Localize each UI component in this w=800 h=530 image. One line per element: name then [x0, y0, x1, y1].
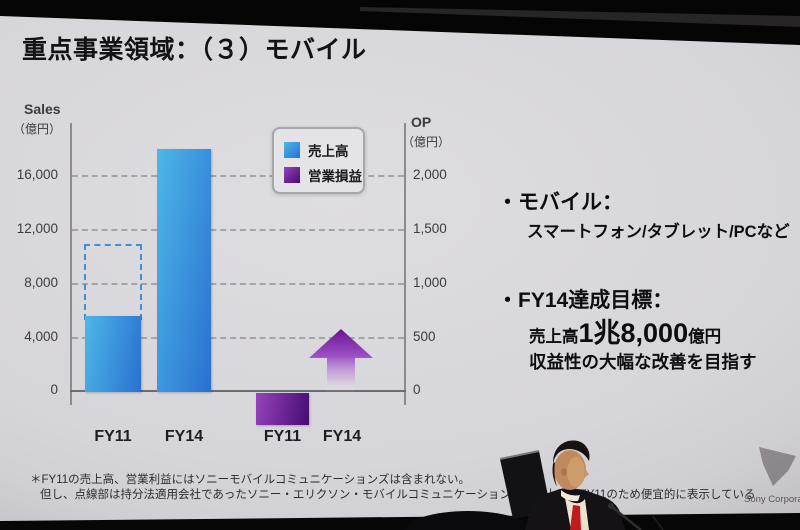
- right-axis-tick: 500: [413, 329, 436, 344]
- slide-title: 重点事業領域：（３）モバイル: [22, 36, 367, 64]
- gridline: [72, 175, 404, 177]
- category-label-op-fy11: FY11: [263, 428, 302, 445]
- bar-op-fy11: [256, 393, 309, 426]
- right-axis-title: OP: [411, 114, 432, 130]
- bar-sales-fy11: [85, 316, 141, 392]
- left-axis-tick: 8,000: [24, 275, 58, 290]
- op-fy14-arrow: [309, 329, 373, 394]
- footnote-line2: 但し、点線部は持分法適用会社であったソニー・エリクソン・モバイルコミュニケーショ…: [40, 486, 755, 502]
- footnote-line1: ＊FY11の売上高、営業利益にはソニーモバイルコミュニケーションズは含まれない。: [30, 474, 470, 486]
- legend-swatch-op: [284, 166, 300, 183]
- footnote-line2-part1: 但し、点線部は持分法適用会社であったソニー・エリクソン・モバイルコミュニケーショ…: [40, 489, 607, 501]
- goal-sales-unit: 億円: [688, 328, 722, 346]
- bar-sales-fy11-dashed: [84, 243, 142, 321]
- category-label-sales-fy11: FY11: [94, 428, 132, 445]
- sony-corporation-watermark: Sony Corporat: [744, 494, 800, 505]
- left-axis-tick: 16,000: [16, 167, 58, 182]
- left-axis-tick: 0: [50, 382, 58, 397]
- left-axis-title: Sales: [24, 101, 61, 117]
- goal-sales-line: 売上高1兆8,000億円: [529, 311, 721, 350]
- zero-line: [70, 390, 406, 392]
- goal-sales-value: 1兆8,000: [578, 318, 689, 348]
- left-axis-unit: （億円）: [13, 122, 62, 136]
- category-label-sales-fy14: FY14: [164, 428, 204, 445]
- legend-label-op: 営業損益: [308, 168, 362, 184]
- left-axis-line: [70, 123, 72, 405]
- left-axis-tick: 12,000: [16, 221, 58, 236]
- bullet-fy14-goal: ・FY14達成目標：: [497, 289, 674, 312]
- gridline: [72, 229, 404, 231]
- right-axis-tick: 2,000: [413, 167, 447, 182]
- category-label-op-fy14: FY14: [322, 428, 362, 445]
- goal-sales-prefix: 売上高: [529, 328, 579, 346]
- right-axis-tick: 0: [413, 382, 421, 397]
- bar-sales-fy14: [157, 149, 211, 392]
- right-axis-tick: 1,000: [413, 275, 447, 290]
- right-axis-line: [404, 123, 406, 405]
- goal-profit-line: 収益性の大幅な改善を目指す: [529, 352, 757, 372]
- legend-label-sales: 売上高: [308, 143, 349, 159]
- left-axis-tick: 4,000: [24, 329, 58, 344]
- bullet-mobile: ・モバイル：: [497, 191, 623, 214]
- footnote-line2-part2: のため便宜的に表示している: [606, 489, 756, 501]
- right-axis-tick: 1,500: [413, 221, 447, 236]
- gridline: [72, 283, 404, 285]
- bullet-mobile-sub: スマートフォン/タブレット/PCなど: [527, 223, 790, 241]
- legend-swatch-sales: [284, 141, 300, 158]
- chart-legend: 売上高 営業損益: [272, 127, 365, 194]
- right-axis-unit: （億円）: [402, 135, 451, 149]
- legend-item-sales: 売上高: [284, 137, 363, 162]
- gridline: [72, 337, 404, 339]
- legend-item-op: 営業損益: [284, 162, 363, 187]
